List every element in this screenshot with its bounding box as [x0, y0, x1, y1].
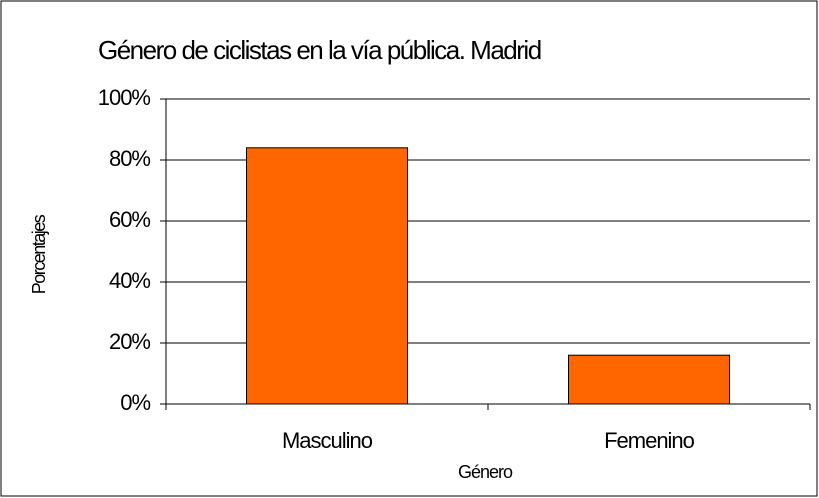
- y-tick-label: 80%: [109, 146, 150, 171]
- bar: [246, 147, 408, 405]
- y-tick-label: 60%: [109, 207, 150, 232]
- y-axis-label: Porcentajes: [29, 214, 49, 294]
- x-tick-label: Femenino: [604, 428, 695, 453]
- x-axis-label: Género: [458, 462, 513, 482]
- x-tick-label: Masculino: [282, 428, 373, 453]
- y-tick-label: 40%: [109, 268, 150, 293]
- y-tick-label: 20%: [109, 329, 150, 354]
- chart-title: Género de ciclistas en la vía pública. M…: [98, 35, 541, 65]
- y-tick-label: 100%: [98, 85, 151, 110]
- bar: [568, 354, 730, 405]
- y-tick-label: 0%: [120, 390, 150, 415]
